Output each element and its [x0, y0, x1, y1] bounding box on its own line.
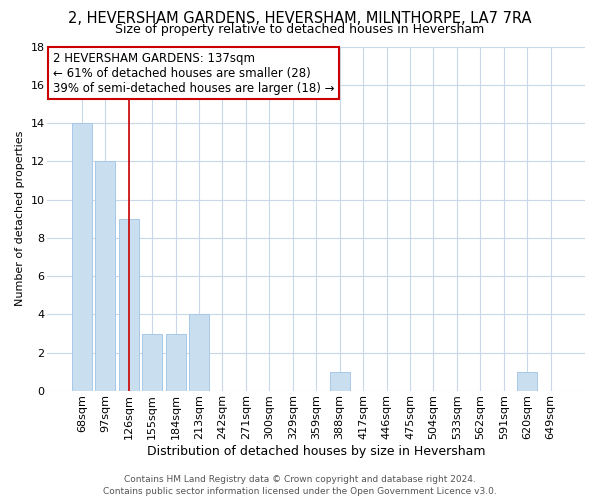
Bar	[330, 372, 350, 391]
Bar	[189, 314, 209, 391]
Text: Contains HM Land Registry data © Crown copyright and database right 2024.
Contai: Contains HM Land Registry data © Crown c…	[103, 474, 497, 496]
Bar	[517, 372, 537, 391]
Bar	[95, 162, 115, 391]
Text: Size of property relative to detached houses in Heversham: Size of property relative to detached ho…	[115, 22, 485, 36]
Bar	[119, 219, 139, 391]
X-axis label: Distribution of detached houses by size in Heversham: Distribution of detached houses by size …	[147, 444, 485, 458]
Text: 2 HEVERSHAM GARDENS: 137sqm
← 61% of detached houses are smaller (28)
39% of sem: 2 HEVERSHAM GARDENS: 137sqm ← 61% of det…	[53, 52, 334, 94]
Bar	[72, 123, 92, 391]
Y-axis label: Number of detached properties: Number of detached properties	[15, 131, 25, 306]
Text: 2, HEVERSHAM GARDENS, HEVERSHAM, MILNTHORPE, LA7 7RA: 2, HEVERSHAM GARDENS, HEVERSHAM, MILNTHO…	[68, 11, 532, 26]
Bar	[142, 334, 162, 391]
Bar	[166, 334, 185, 391]
